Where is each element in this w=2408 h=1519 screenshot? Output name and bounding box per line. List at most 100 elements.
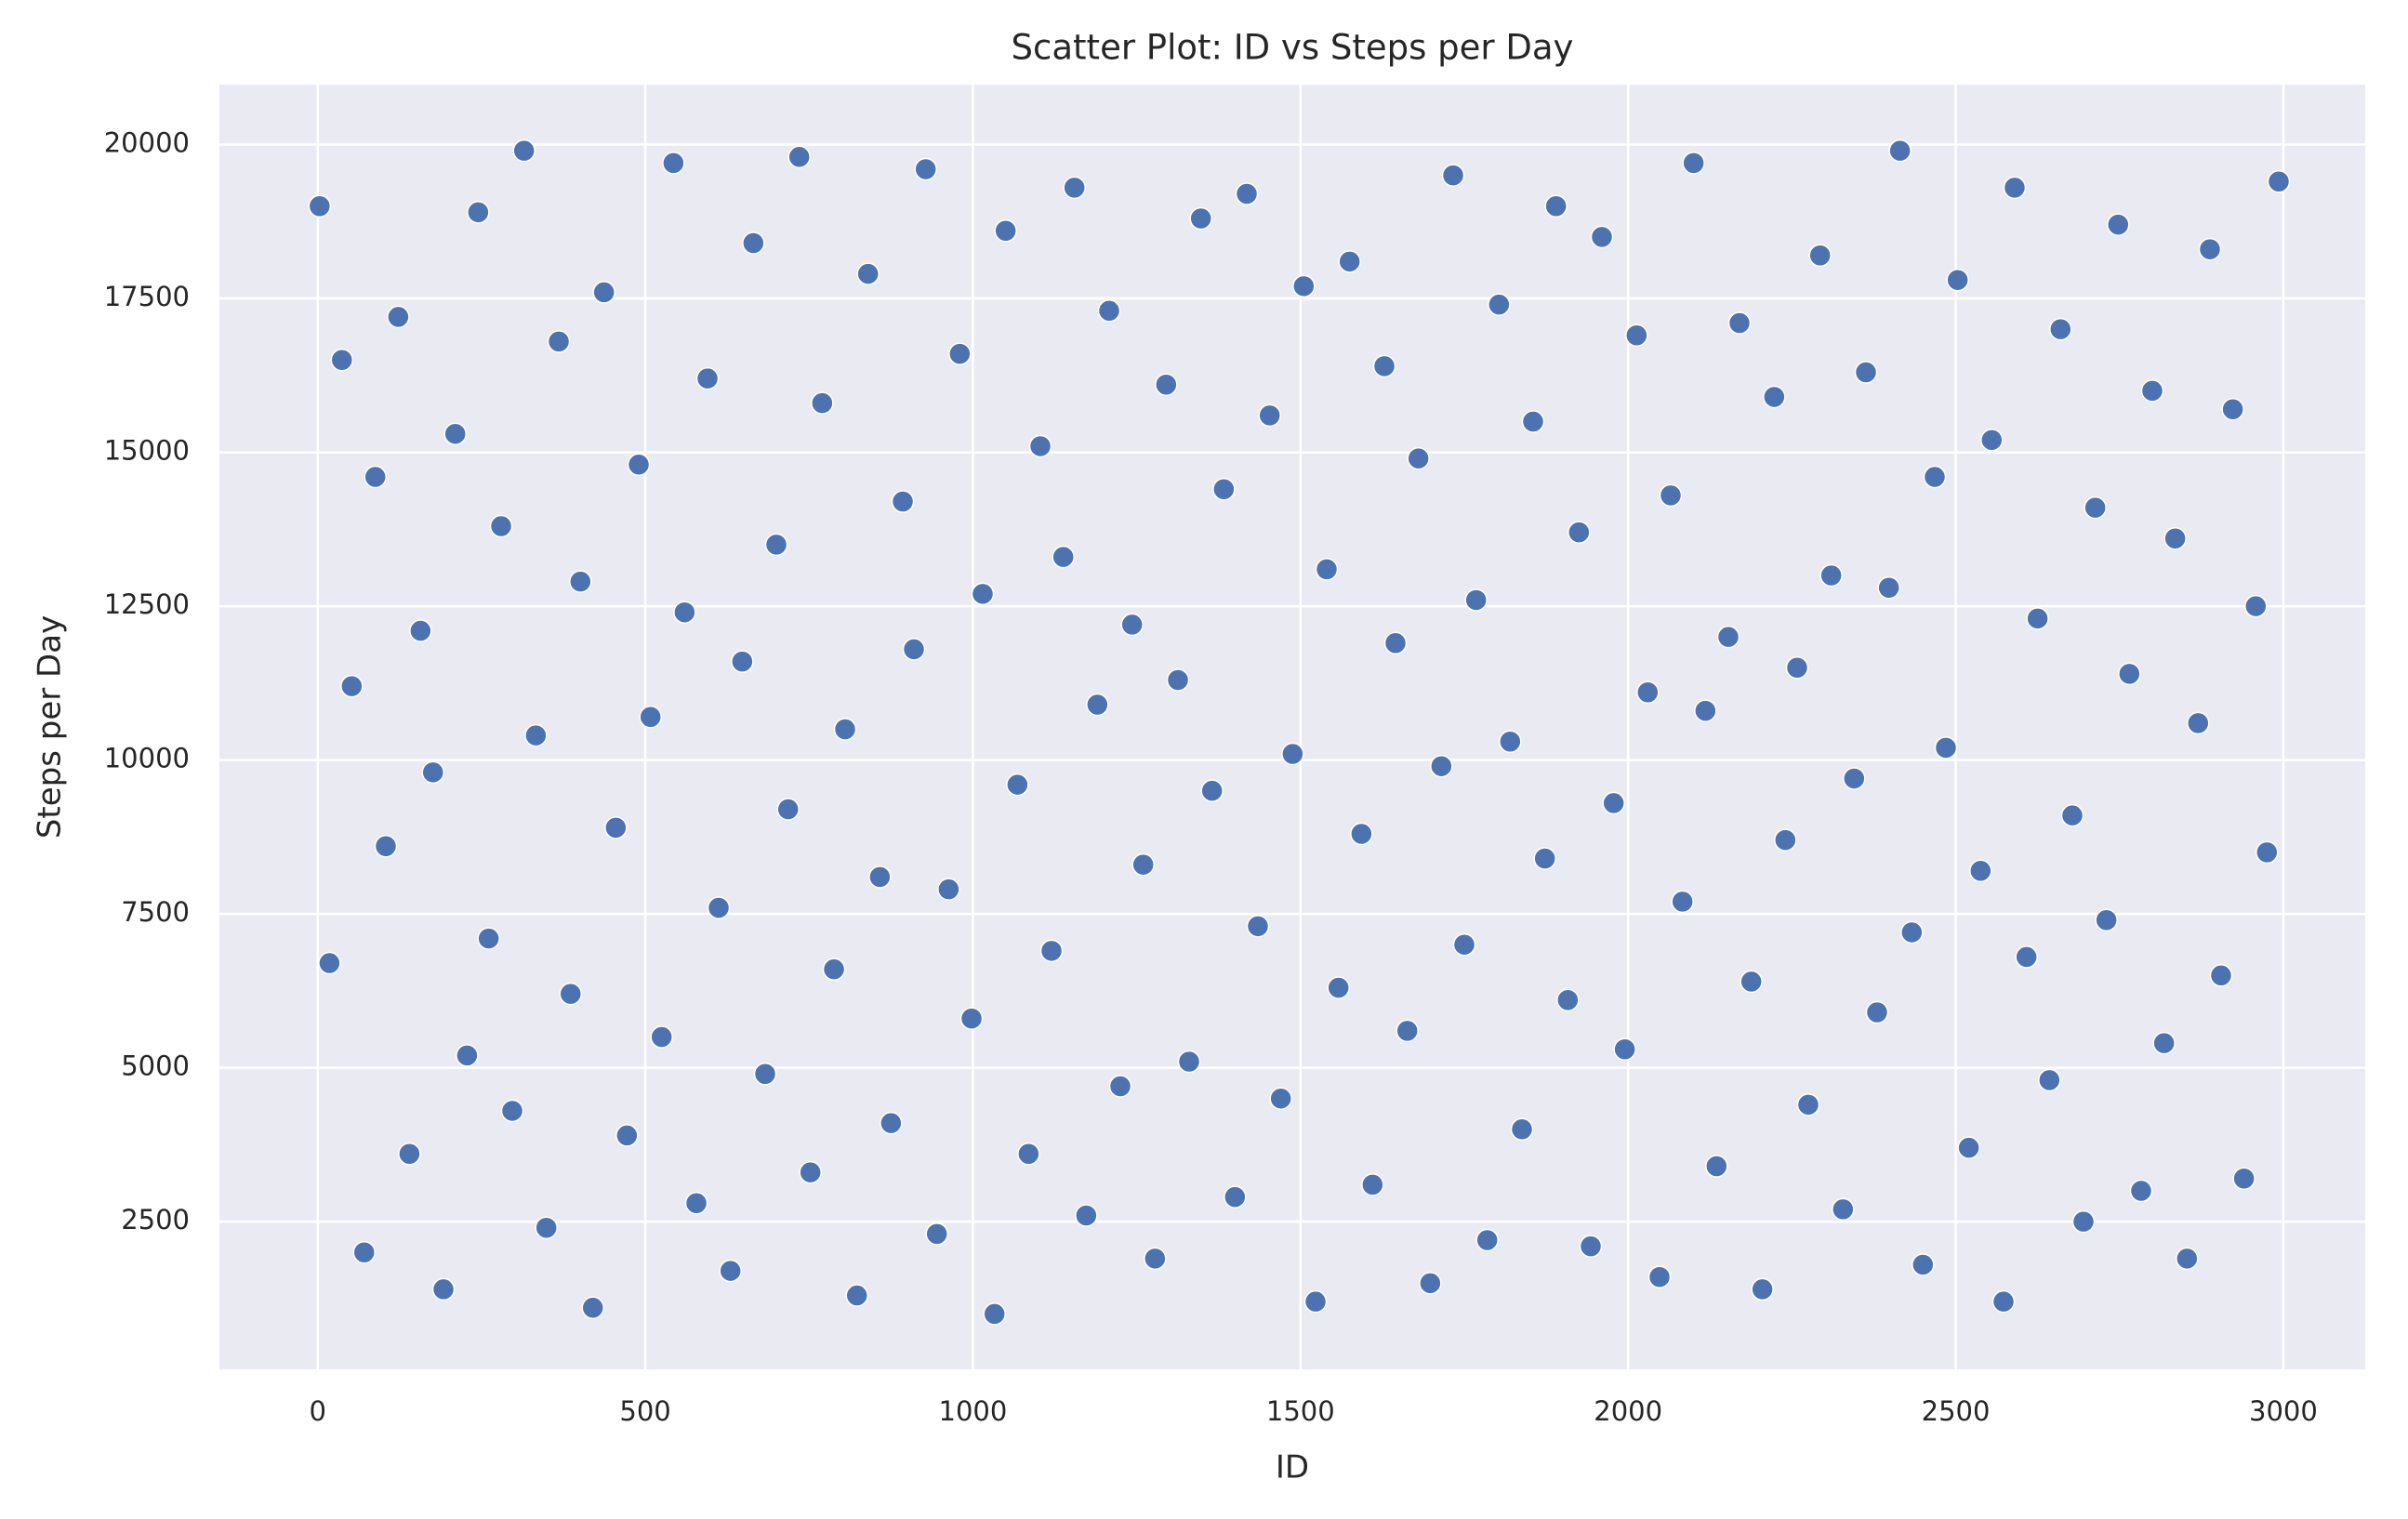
point — [994, 218, 1017, 243]
point — [627, 453, 651, 477]
point — [1808, 244, 1832, 267]
point — [569, 570, 592, 593]
point — [352, 1240, 376, 1264]
point — [959, 1007, 984, 1030]
point — [684, 1192, 708, 1215]
x-axis-label: ID — [1276, 1449, 1309, 1486]
point — [592, 281, 615, 304]
point — [1969, 859, 1992, 883]
point — [2049, 317, 2072, 341]
point — [776, 798, 800, 821]
point — [1980, 429, 2004, 452]
point — [1671, 890, 1694, 914]
point — [742, 231, 765, 255]
point — [2267, 170, 2291, 193]
point — [2095, 908, 2118, 931]
point — [1568, 521, 1591, 544]
y-tick-label: 7500 — [121, 896, 190, 928]
point — [1796, 1093, 1820, 1116]
x-tick-label: 0 — [309, 1395, 325, 1427]
point — [650, 1025, 673, 1049]
point — [787, 145, 811, 169]
point — [1108, 1075, 1132, 1098]
point — [2152, 1031, 2176, 1055]
point — [1430, 754, 1453, 778]
point — [398, 1143, 421, 1166]
point — [1246, 915, 1270, 938]
point — [2003, 176, 2027, 200]
point — [1235, 182, 1259, 205]
point — [2026, 607, 2049, 630]
x-tick-label: 500 — [619, 1395, 670, 1427]
point — [1602, 791, 1625, 815]
x-tick-label: 2000 — [1594, 1395, 1662, 1427]
point — [1281, 742, 1304, 766]
point — [1052, 545, 1075, 569]
point — [1843, 767, 1866, 790]
point — [1625, 324, 1648, 348]
y-tick-label: 17500 — [104, 281, 190, 312]
point — [2107, 213, 2130, 236]
point — [1946, 268, 1969, 292]
point — [1075, 1204, 1098, 1227]
point — [421, 760, 444, 785]
point — [1338, 250, 1361, 273]
point — [764, 533, 788, 557]
point — [1740, 970, 1763, 994]
point — [1613, 1037, 1636, 1061]
point — [1303, 1289, 1328, 1314]
point — [1499, 730, 1522, 753]
point — [2038, 1068, 2061, 1092]
point — [340, 674, 364, 698]
point — [1441, 164, 1465, 187]
point — [1877, 575, 1900, 600]
point — [1488, 293, 1511, 316]
point — [1579, 1235, 1603, 1258]
point — [547, 330, 571, 353]
point — [489, 514, 513, 538]
point — [2232, 1167, 2256, 1191]
point — [971, 582, 995, 606]
point — [1028, 434, 1052, 458]
y-axis-label: Steps per Day — [32, 615, 69, 839]
point — [1131, 852, 1155, 877]
point — [2176, 1247, 2199, 1271]
point — [811, 391, 834, 415]
point — [364, 465, 387, 489]
point — [2187, 711, 2210, 735]
point — [1006, 773, 1029, 797]
point — [1727, 311, 1752, 335]
point — [1097, 299, 1121, 323]
point — [2221, 397, 2244, 421]
point — [1039, 939, 1064, 963]
point — [833, 718, 857, 741]
point — [500, 1099, 524, 1123]
point — [456, 1044, 479, 1067]
y-tick-label: 15000 — [104, 435, 190, 467]
point — [1854, 361, 1878, 384]
point — [2256, 840, 2279, 865]
point — [2129, 1179, 2153, 1203]
point — [1694, 699, 1717, 722]
point — [1120, 613, 1144, 637]
point — [2071, 1209, 2096, 1234]
point — [1865, 1000, 1889, 1024]
point — [1177, 1050, 1201, 1074]
point — [937, 878, 960, 901]
point — [1189, 206, 1212, 231]
point — [1934, 736, 1958, 760]
point — [1510, 1117, 1534, 1142]
point — [948, 342, 972, 365]
point — [753, 1062, 777, 1086]
point — [1144, 1247, 1167, 1271]
point — [1544, 194, 1568, 218]
point — [308, 194, 332, 218]
point — [1521, 410, 1545, 433]
y-tick-label: 12500 — [104, 588, 190, 620]
point — [604, 816, 628, 839]
point — [902, 638, 926, 661]
x-tick-label: 1000 — [939, 1395, 1008, 1427]
point — [1556, 988, 1580, 1012]
point — [707, 896, 731, 919]
point — [1166, 668, 1190, 692]
